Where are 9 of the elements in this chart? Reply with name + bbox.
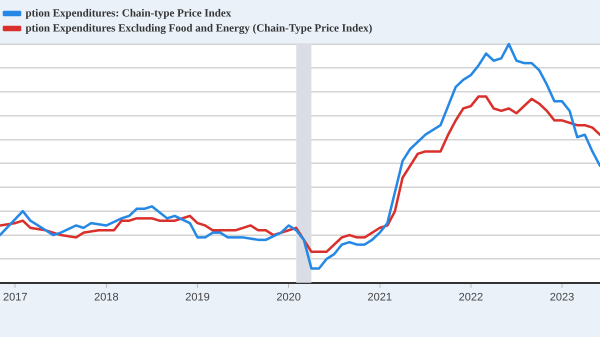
- legend-label: ption Expenditures: Chain-type Price Index: [26, 7, 232, 20]
- legend-label: ption Expenditures Excluding Food and Energy (Chain-Type Price Index): [26, 22, 373, 34]
- x-tick-label: 2017: [2, 291, 28, 304]
- x-tick-label: 2021: [368, 291, 392, 304]
- x-tick-label: 2020: [276, 291, 301, 304]
- x-tick-label: 2023: [550, 291, 574, 304]
- x-tick-label: 2019: [185, 291, 210, 304]
- x-tick-label: 2022: [458, 291, 484, 304]
- x-tick-label: 2018: [94, 291, 119, 304]
